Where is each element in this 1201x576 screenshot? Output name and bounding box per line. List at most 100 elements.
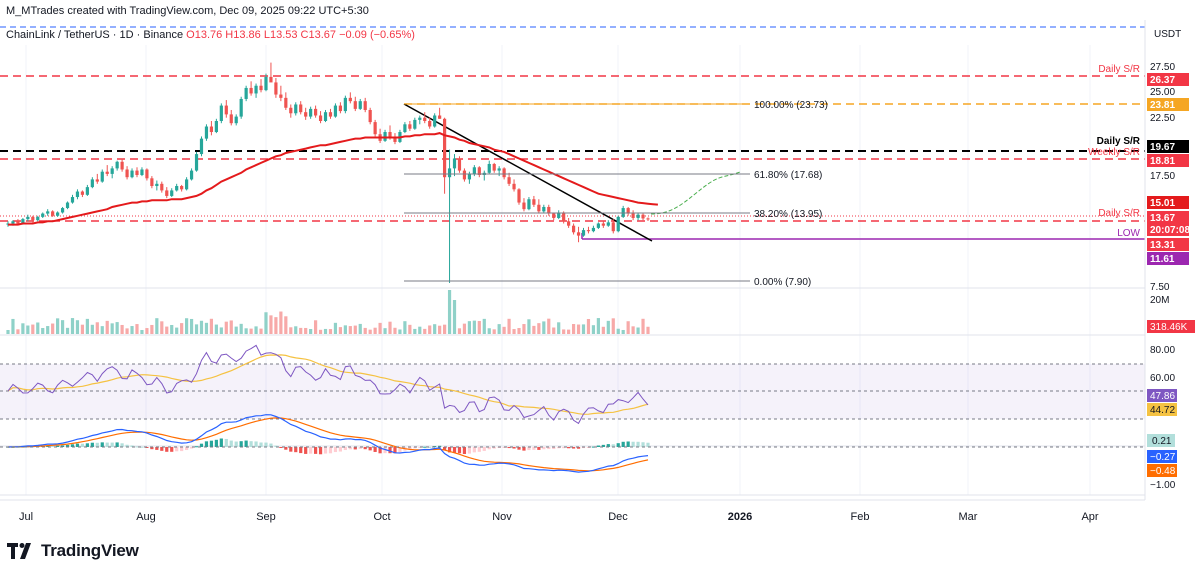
candle-body	[616, 216, 620, 232]
candle-body	[527, 199, 531, 210]
macd-hist-bar	[165, 447, 169, 452]
macd-hist-bar	[224, 438, 228, 447]
macd-hist-bar	[457, 447, 462, 454]
volume-bar	[323, 328, 328, 334]
price-badge	[1147, 223, 1189, 236]
price-badge-value: 15.01	[1150, 198, 1175, 209]
macd-hist-bar	[313, 447, 318, 454]
macd-hist-bar	[249, 441, 253, 447]
time-tick: Sep	[256, 511, 276, 523]
candle-body	[591, 227, 596, 232]
currency-label[interactable]: USDT	[1154, 29, 1182, 40]
volume-bar	[452, 300, 457, 334]
candle-body	[31, 216, 35, 221]
volume-bar	[85, 318, 89, 334]
macd-hist-bar	[601, 444, 605, 447]
candle-body	[626, 208, 630, 214]
signal-badge	[1147, 464, 1177, 477]
volume-bar	[170, 324, 174, 334]
candle-body	[576, 232, 581, 236]
candle-body	[175, 186, 179, 191]
volume-bar	[313, 320, 318, 334]
candle-body	[403, 124, 407, 133]
candle-body	[353, 101, 357, 109]
volume-bar	[328, 329, 333, 334]
macd-hist-bar	[204, 441, 209, 447]
macd-hist-bar	[438, 445, 442, 447]
macd-hist-bar	[209, 440, 214, 447]
volume-pane	[6, 290, 650, 334]
volume-bar	[318, 329, 323, 334]
candle-body	[309, 108, 313, 117]
price-tick: 22.50	[1150, 113, 1175, 124]
price-chart[interactable]: 100.00% (23.73) 61.80% (17.68) 38.20% (13.…	[0, 0, 1201, 530]
candle-body	[636, 214, 640, 218]
volume-bar	[21, 323, 25, 334]
volume-bar	[418, 326, 422, 334]
macd-hist-bar	[80, 443, 85, 447]
macd-hist-bar	[447, 447, 452, 453]
volume-bar	[26, 325, 30, 334]
candle-body	[224, 105, 228, 115]
volume-bar	[517, 328, 521, 334]
candle-body	[517, 189, 521, 203]
macd-hist-bar	[348, 447, 352, 450]
price-tick: 17.50	[1150, 171, 1175, 182]
candle-body	[621, 208, 625, 217]
volume-bar	[165, 326, 169, 334]
created-line: M_MTrades created with TradingView.com, …	[6, 5, 369, 17]
candle-body	[85, 187, 89, 195]
candle-body	[165, 190, 169, 196]
candle-body	[358, 101, 362, 109]
candle-body	[562, 212, 566, 222]
volume-bar	[547, 318, 551, 334]
volume-bar	[601, 326, 605, 334]
volume-bar	[185, 318, 189, 334]
volume-bar	[120, 324, 124, 334]
candle-body	[343, 97, 347, 112]
candle-body	[522, 202, 526, 210]
candle-body	[115, 161, 119, 169]
candle-body	[333, 105, 338, 117]
volume-bar	[403, 321, 407, 334]
macd-hist-bar	[323, 447, 328, 454]
volume-bar	[586, 319, 591, 334]
macd-hist-bar	[95, 442, 99, 447]
macd-hist-bar	[646, 442, 650, 447]
macd-badge	[1147, 450, 1177, 463]
volume-bar	[428, 325, 432, 334]
candle-body	[452, 158, 457, 169]
volume-bar	[269, 315, 273, 334]
candle-body	[328, 112, 333, 117]
volume-bar	[304, 327, 308, 334]
macd-hist-bar	[65, 444, 70, 447]
volume-bar	[596, 318, 600, 334]
macd-hist-bar	[120, 443, 124, 447]
macd-hist-bar	[264, 442, 268, 447]
macd-hist-bar	[46, 445, 50, 447]
macd-hist-badge	[1147, 434, 1175, 447]
candle-body	[294, 104, 298, 114]
candle-body	[254, 85, 258, 94]
price-axis[interactable]: 27.50 25.00 22.50 17.50 7.50 26.37 Daily S/R 23…	[1088, 20, 1195, 500]
time-axis[interactable]: Jul Aug Sep Oct Nov Dec 2026 Feb Mar Apr	[0, 499, 1145, 523]
volume-bar	[155, 318, 159, 334]
volume-bar	[646, 326, 650, 334]
macd-hist-bar	[418, 447, 422, 448]
macd-hist-bar	[259, 442, 263, 447]
candle-body	[537, 204, 541, 212]
macd-hist-bar	[517, 447, 521, 450]
candle-body	[552, 213, 556, 218]
rsi-tick: 80.00	[1150, 345, 1175, 356]
candle-body	[239, 98, 243, 117]
macd-hist-bar	[636, 441, 640, 447]
volume-bar	[467, 321, 471, 334]
macd-hist-bar	[254, 441, 258, 447]
macd-hist-bar	[512, 447, 516, 449]
price-badge	[1147, 238, 1189, 251]
candle-body	[244, 87, 248, 99]
volume-bar	[358, 323, 362, 334]
symbol-legend[interactable]: ChainLink / TetherUS · 1D · Binance O13.…	[6, 29, 415, 41]
macd-hist-bar	[462, 447, 467, 455]
volume-bar	[135, 324, 139, 334]
